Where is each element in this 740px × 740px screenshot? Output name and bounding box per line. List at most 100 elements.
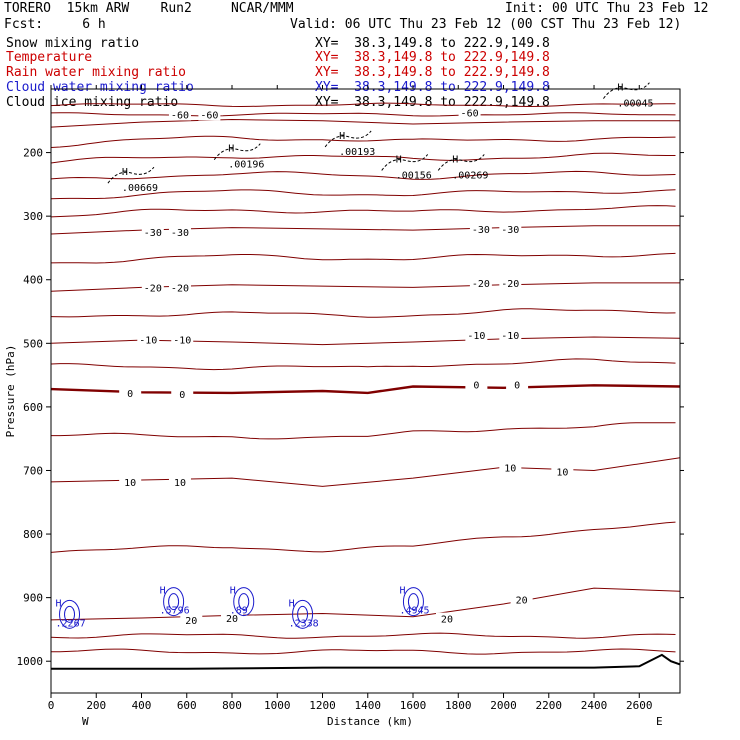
contour-label-bg (435, 612, 458, 625)
contour-label-bg (499, 329, 522, 342)
contour-label-bg (469, 222, 492, 235)
valid-time: Valid: 06 UTC Thu 23 Feb 12 (00 CST Thu … (290, 17, 682, 32)
x-tick-label: 2000 (490, 699, 517, 712)
snow-max-value: .00193 (339, 147, 375, 158)
temperature-contour-label: 20 (441, 615, 453, 626)
snow-mixing-contour (324, 130, 372, 148)
temperature-contour-label: 20 (185, 616, 197, 627)
contour-label-bg (465, 378, 488, 391)
contour-label-bg (510, 593, 533, 606)
x-tick-label: 2400 (581, 699, 608, 712)
snow-mixing-contour (437, 154, 485, 171)
temperature-contour-minor (50, 358, 676, 371)
y-tick-label: 500 (23, 337, 43, 350)
x-tick-label: 1000 (264, 699, 291, 712)
temperature-contour-minor (50, 632, 676, 639)
cloud-water-max-marker: H (399, 586, 405, 597)
temperature-contour-minor (50, 205, 676, 218)
temperature-contour-label: -30 (501, 225, 519, 236)
cloud-water-max-value: .4945 (399, 606, 429, 617)
y-tick-label: 900 (23, 592, 43, 605)
cloud-water-contour (168, 593, 180, 611)
legend-snow-name: Snow mixing ratio (6, 36, 140, 51)
cloud-water-contour (297, 605, 309, 623)
temperature-contour-minor (50, 112, 676, 117)
contour-label-bg (137, 333, 160, 346)
temperature-contour-minor (50, 648, 676, 655)
x-tick-label: 1400 (355, 699, 382, 712)
temperature-contour-label: -20 (171, 283, 189, 294)
cloud-water-contour (163, 587, 185, 617)
snow-max-marker: H (339, 131, 345, 142)
contour-label-bg (141, 226, 164, 239)
temperature-contour-label: 10 (556, 468, 568, 479)
temperature-contour-minor (50, 308, 676, 318)
x-tick-label: 0 (48, 699, 55, 712)
temperature-contour-20 (50, 587, 681, 621)
y-tick-label: 800 (23, 528, 43, 541)
snow-max-marker: H (122, 167, 128, 178)
y-tick-label: 1000 (17, 655, 44, 668)
y-tick-label: 700 (23, 464, 43, 477)
contour-label-bg (458, 106, 481, 119)
snow-mixing-contour (213, 143, 261, 160)
snow-max-marker: H (617, 83, 623, 94)
west-label: W (82, 715, 89, 728)
contour-label-bg (506, 378, 529, 391)
snow-mixing-contour (381, 154, 429, 171)
contour-label-bg (119, 386, 142, 399)
legend-rain-xy: XY= 38.3,149.8 to 222.9,149.8 (315, 65, 550, 80)
y-axis-label: Pressure (hPa) (4, 345, 17, 438)
cloud-water-max-marker: H (289, 598, 295, 609)
cloud-water-contour (238, 593, 250, 611)
temperature-contour-label: -30 (171, 228, 189, 239)
snow-max-value: .00045 (617, 99, 653, 110)
cloud-water-max-marker: H (56, 598, 62, 609)
temperature-contour-label: -20 (501, 279, 519, 290)
legend-temperature-xy: XY= 38.3,149.8 to 222.9,149.8 (315, 50, 550, 65)
temperature-contour-minus60 (50, 118, 680, 128)
temperature-contour-label: 0 (473, 381, 479, 392)
contour-label-bg (141, 281, 164, 294)
x-tick-label: 1600 (400, 699, 427, 712)
temperature-contour-label: 20 (226, 614, 238, 625)
temperature-contour-label: 10 (174, 478, 186, 489)
contour-label-bg (168, 226, 191, 239)
cloud-water-contour (59, 599, 81, 629)
snow-max-value: .00269 (452, 170, 488, 181)
contour-label-bg (168, 108, 191, 121)
cloud-water-max-marker: H (160, 586, 166, 597)
snow-max-marker: H (228, 144, 234, 155)
contour-label-bg (168, 475, 191, 488)
contour-label-bg (119, 475, 142, 488)
temperature-contour-minor (50, 102, 676, 108)
snow-max-value: .00196 (228, 160, 264, 171)
cloud-water-max-value: .2267 (56, 618, 86, 629)
temperature-contour-minor (50, 189, 676, 200)
temperature-contour-label: 10 (124, 478, 136, 489)
x-axis-label: Distance (km) (327, 715, 413, 728)
temperature-contour-minor (50, 252, 676, 264)
temperature-contour-label: -20 (472, 279, 490, 290)
snow-mixing-contour (107, 166, 155, 184)
contour-label-bg (499, 222, 522, 235)
legend-cloud-water-name: Cloud water mixing ratio (6, 80, 194, 95)
snow-max-marker: H (452, 154, 458, 165)
temperature-contour-label: -30 (144, 228, 162, 239)
terrain-surface (51, 653, 681, 670)
cloud-water-contour (402, 587, 424, 617)
contour-label-bg (551, 465, 574, 478)
temperature-contour-label: -20 (144, 283, 162, 294)
temperature-contour-minor (50, 170, 676, 180)
temperature-contour-label: -60 (171, 110, 189, 121)
temperature-contour-minor (50, 135, 676, 148)
temperature-contour-label: -10 (501, 331, 519, 342)
x-tick-label: 800 (222, 699, 242, 712)
temperature-contour-label: -60 (461, 109, 479, 120)
x-tick-label: 600 (177, 699, 197, 712)
contour-label-bg (171, 388, 194, 401)
legend-snow-xy: XY= 38.3,149.8 to 222.9,149.8 (315, 36, 550, 51)
contour-label-bg (180, 613, 203, 626)
model-title: TORERO 15km ARW Run2 NCAR/MMM (4, 1, 294, 16)
x-tick-label: 2200 (536, 699, 563, 712)
